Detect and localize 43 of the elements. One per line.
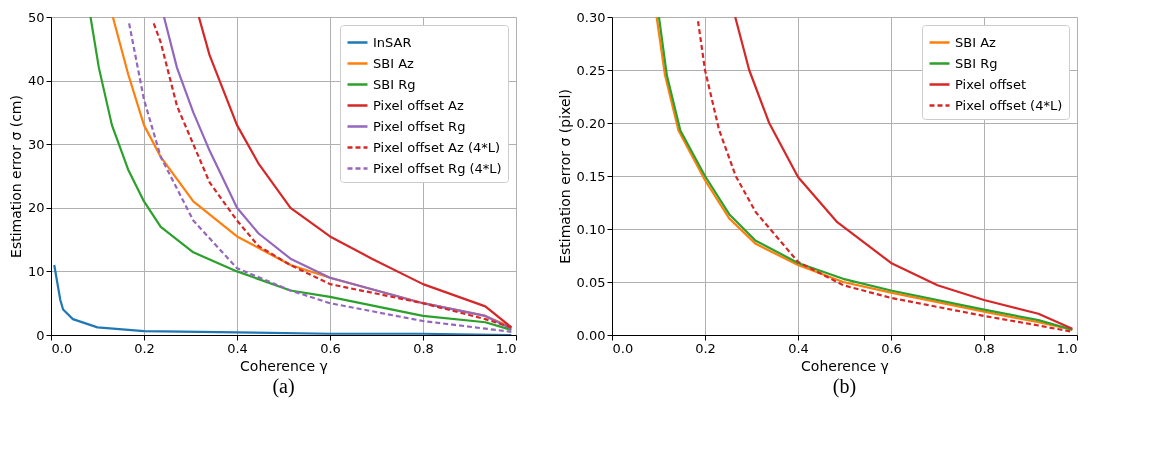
x-axis-title: Coherence γ (240, 357, 328, 374)
x-tick-label: 0.4 (227, 340, 248, 356)
x-tick-label: 0.0 (51, 340, 73, 356)
y-tick-label: 10 (27, 263, 45, 279)
legend-label: Pixel offset Rg (4*L) (373, 160, 502, 176)
x-tick-label: 0.2 (134, 340, 155, 356)
y-tick-label: 0 (36, 327, 45, 343)
legend-label: SBI Rg (955, 55, 998, 71)
line-series (53, 263, 513, 335)
y-tick-label: 40 (27, 73, 45, 89)
y-tick-label: 0.00 (576, 327, 606, 343)
y-tick-label: 0.10 (576, 221, 606, 237)
x-tick-label: 0.8 (974, 340, 995, 356)
y-axis-title: Estimation error σ (cm) (7, 95, 24, 258)
text: (a) (272, 375, 295, 398)
x-tick-label: 1.0 (495, 340, 517, 356)
y-tick-label: 0.15 (576, 168, 606, 184)
y-tick-label: 0.20 (576, 115, 606, 131)
legend-label: InSAR (373, 34, 412, 50)
legend-label: Pixel offset (4*L) (955, 97, 1063, 113)
legend-label: Pixel offset Rg (373, 118, 466, 134)
y-tick-label: 50 (27, 9, 45, 25)
text: (b) (832, 375, 857, 398)
x-tick-label: 1.0 (1056, 340, 1078, 356)
x-axis-title: Coherence γ (801, 357, 889, 374)
x-tick-label: 0.8 (413, 340, 434, 356)
legend-label: Pixel offset Az (373, 97, 464, 113)
legend-label: Pixel offset (955, 76, 1026, 92)
legend-label: SBI Rg (373, 76, 416, 92)
y-tick-label: 0.25 (576, 62, 606, 78)
y-tick-label: 0.30 (576, 9, 606, 25)
y-tick-label: 20 (27, 200, 45, 216)
x-tick-label: 0.2 (695, 340, 716, 356)
x-tick-label: 0.0 (612, 340, 634, 356)
y-axis-title: Estimation error σ (pixel) (556, 89, 573, 264)
legend-label: SBI Az (955, 34, 997, 50)
x-tick-label: 0.6 (881, 340, 902, 356)
x-tick-label: 0.6 (320, 340, 341, 356)
x-tick-label: 0.4 (788, 340, 809, 356)
legend-label: Pixel offset Az (4*L) (373, 139, 501, 155)
legend-label: SBI Az (373, 55, 415, 71)
y-tick-label: 30 (27, 136, 45, 152)
y-tick-label: 0.05 (576, 274, 606, 290)
